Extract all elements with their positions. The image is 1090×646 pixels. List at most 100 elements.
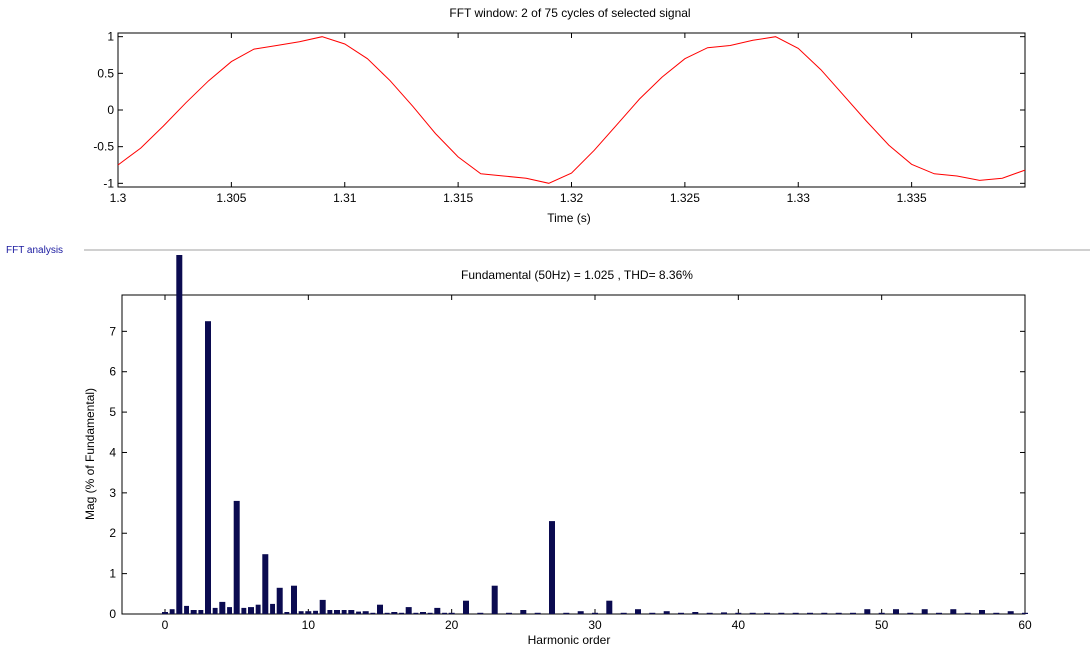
fft-y-tick-label: 0 <box>109 607 116 621</box>
fft-axis-ticks: 0 10 20 30 40 50 60 0 1 2 3 4 5 6 7 <box>109 295 1032 632</box>
fft-bar <box>162 612 168 614</box>
fft-bar <box>233 500 240 614</box>
fft-bar <box>764 612 770 614</box>
fft-bar <box>434 607 441 614</box>
fft-bar <box>778 612 785 614</box>
fft-bar <box>506 612 512 614</box>
fft-bar-interharmonic <box>270 603 275 614</box>
fft-bar <box>1007 611 1014 614</box>
fft-x-tick-label: 30 <box>588 618 602 632</box>
fft-bar-interharmonic <box>427 612 433 614</box>
fft-bar <box>950 609 957 614</box>
fft-bar <box>663 611 670 614</box>
fft-bar <box>262 554 269 614</box>
fft-bar <box>749 612 756 614</box>
signal-x-tick-label: 1.335 <box>897 191 927 205</box>
fft-bars <box>162 255 1028 614</box>
fft-bar <box>577 611 584 614</box>
fft-bar <box>291 585 297 614</box>
fft-bar-interharmonic <box>284 612 290 614</box>
fft-bar <box>205 321 211 614</box>
signal-plot-title: FFT window: 2 of 75 cycles of selected s… <box>449 6 690 20</box>
fft-bar-interharmonic <box>341 610 347 614</box>
fft-bar <box>721 612 727 614</box>
fft-bar <box>921 609 928 614</box>
signal-y-tick-label: -1 <box>103 176 114 190</box>
fft-bar <box>649 612 656 614</box>
fft-bar <box>405 607 412 614</box>
fft-bar <box>377 604 383 614</box>
fft-bar <box>190 610 197 614</box>
fft-bar <box>878 612 885 614</box>
fft-bar <box>549 521 555 614</box>
fft-bar-interharmonic <box>442 612 447 614</box>
fft-bar <box>807 612 813 614</box>
fft-bar <box>692 612 699 614</box>
fft-bar-interharmonic <box>241 607 247 614</box>
fft-bar-interharmonic <box>384 612 390 614</box>
signal-y-tick-label: 0.5 <box>97 66 114 80</box>
signal-x-tick-label: 1.3 <box>110 191 127 205</box>
fft-y-tick-label: 5 <box>109 405 116 419</box>
fft-y-tick-label: 3 <box>109 486 116 500</box>
fft-x-tick-label: 60 <box>1018 618 1032 632</box>
fft-bar <box>319 599 326 614</box>
fft-panel-label: FFT analysis <box>6 245 63 256</box>
fft-x-axis-label: Harmonic order <box>528 633 611 646</box>
fft-bar <box>534 612 541 614</box>
fft-x-tick-label: 0 <box>162 618 169 632</box>
fft-bar-interharmonic <box>356 611 361 614</box>
fft-panel: Fundamental (50Hz) = 1.025 , THD= 8.36% … <box>83 255 1032 646</box>
signal-x-tick-label: 1.33 <box>787 191 811 205</box>
fft-bar <box>821 612 828 614</box>
signal-x-tick-label: 1.325 <box>670 191 700 205</box>
fft-bar <box>477 612 484 614</box>
fft-plot-area <box>121 294 1026 615</box>
fft-y-tick-label: 2 <box>109 526 116 540</box>
signal-y-tick-label: 1 <box>107 30 114 44</box>
fft-panel-separator: FFT analysis <box>6 245 1090 256</box>
fft-bar <box>1022 612 1028 614</box>
fft-bar <box>520 610 527 614</box>
fft-bar-interharmonic <box>370 612 376 614</box>
fft-y-tick-label: 1 <box>109 567 116 581</box>
fft-bar <box>936 612 942 614</box>
fft-bar <box>334 610 340 614</box>
fft-y-tick-label: 4 <box>109 445 116 459</box>
fft-bar-interharmonic <box>184 605 189 614</box>
fft-bar-interharmonic <box>399 612 404 614</box>
fft-bar <box>305 611 312 614</box>
fft-bar <box>491 585 498 614</box>
fft-bar-interharmonic <box>227 607 232 614</box>
fft-bar <box>635 609 641 614</box>
fft-x-tick-label: 40 <box>732 618 746 632</box>
fft-bar-interharmonic <box>413 612 419 614</box>
fft-bar <box>907 612 914 614</box>
fft-plot-title: Fundamental (50Hz) = 1.025 , THD= 8.36% <box>461 268 693 282</box>
fft-y-tick-label: 6 <box>109 365 116 379</box>
fft-x-tick-label: 50 <box>875 618 889 632</box>
signal-line <box>117 36 1026 184</box>
fft-bar <box>219 601 226 614</box>
fft-bar <box>606 600 613 614</box>
fft-x-tick-label: 10 <box>302 618 316 632</box>
signal-y-tick-label: -0.5 <box>93 140 114 154</box>
fft-bar <box>420 612 426 614</box>
fft-bar <box>620 612 627 614</box>
fft-bar <box>592 612 598 614</box>
signal-axis-ticks: 1.3 1.305 1.31 1.315 1.32 1.325 1.33 1.335 -1 -0.… <box>93 30 1025 205</box>
fft-bar <box>864 609 871 614</box>
signal-y-tick-label: 0 <box>107 103 114 117</box>
fft-bar <box>348 610 355 614</box>
fft-bar <box>792 612 799 614</box>
fft-bar <box>850 612 856 614</box>
signal-x-axis-label: Time (s) <box>547 211 591 225</box>
fft-bar <box>993 612 1000 614</box>
fft-bar <box>563 612 570 614</box>
fft-bar <box>362 611 369 614</box>
fft-bar <box>276 587 283 614</box>
signal-panel: FFT window: 2 of 75 cycles of selected s… <box>93 6 1026 225</box>
fft-bar-interharmonic <box>212 607 218 614</box>
fft-bar <box>448 612 455 614</box>
signal-plot-area <box>117 32 1026 188</box>
